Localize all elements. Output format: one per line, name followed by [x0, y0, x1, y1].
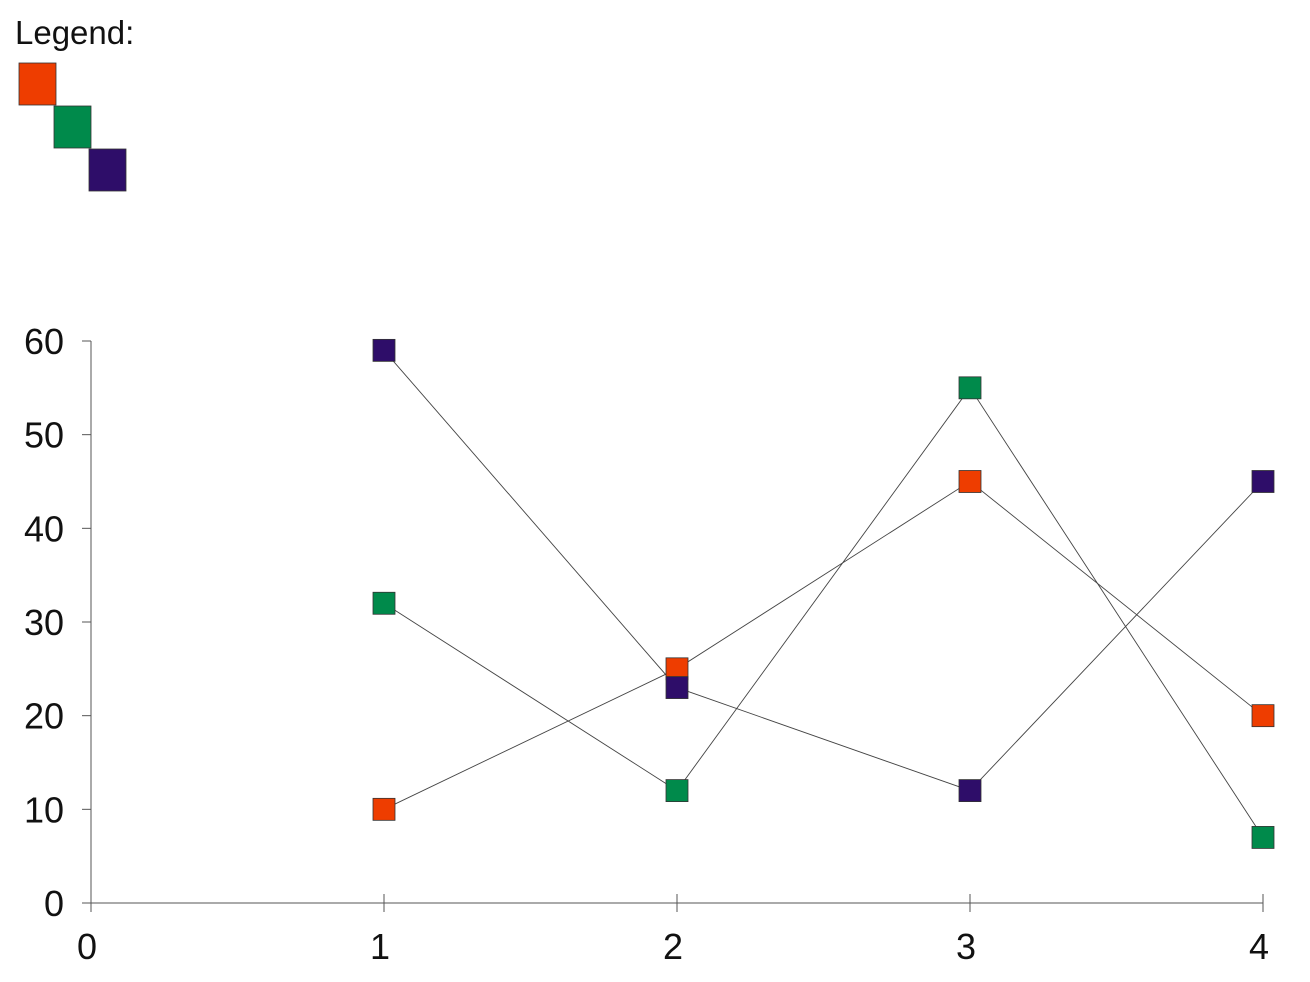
y-tick-label: 30 [24, 602, 64, 643]
series-2-point [665, 779, 689, 802]
axes: 0 10 20 30 40 50 60 0 1 2 3 4 [24, 321, 1269, 967]
x-tick-label: 3 [956, 926, 976, 967]
x-tick-label: 0 [77, 926, 97, 967]
legend: Legend: [15, 14, 134, 192]
y-tick-label: 50 [24, 415, 64, 456]
legend-swatch [88, 148, 127, 192]
series-1-point [958, 470, 982, 493]
series-2-point [372, 591, 396, 615]
x-tick-label: 4 [1249, 926, 1269, 967]
series-3-point [665, 676, 689, 699]
legend-swatch [18, 62, 57, 106]
series-2-line [383, 387, 1264, 838]
y-tick-label: 10 [24, 789, 64, 830]
series-1-line [383, 480, 1264, 810]
legend-swatch [53, 105, 92, 149]
series-3-point [372, 338, 396, 362]
series-3-line [383, 350, 1264, 792]
legend-title: Legend: [15, 14, 134, 51]
series-3-point [958, 779, 982, 802]
series-markers [372, 338, 1275, 849]
series-1-point [1251, 704, 1275, 728]
series-1-point [372, 797, 396, 821]
y-tick-label: 60 [24, 321, 64, 362]
x-ticks: 0 1 2 3 4 [77, 894, 1269, 967]
y-tick-label: 0 [44, 883, 64, 924]
legend-swatches [18, 62, 127, 192]
x-tick-label: 1 [370, 926, 390, 967]
series-2-point [958, 376, 982, 400]
y-tick-label: 20 [24, 696, 64, 737]
series-lines [383, 350, 1264, 838]
x-tick-label: 2 [663, 926, 683, 967]
series-3-point [1251, 470, 1275, 493]
series-2-point [1251, 826, 1275, 849]
y-ticks: 0 10 20 30 40 50 60 [24, 321, 91, 924]
y-tick-label: 40 [24, 508, 64, 549]
